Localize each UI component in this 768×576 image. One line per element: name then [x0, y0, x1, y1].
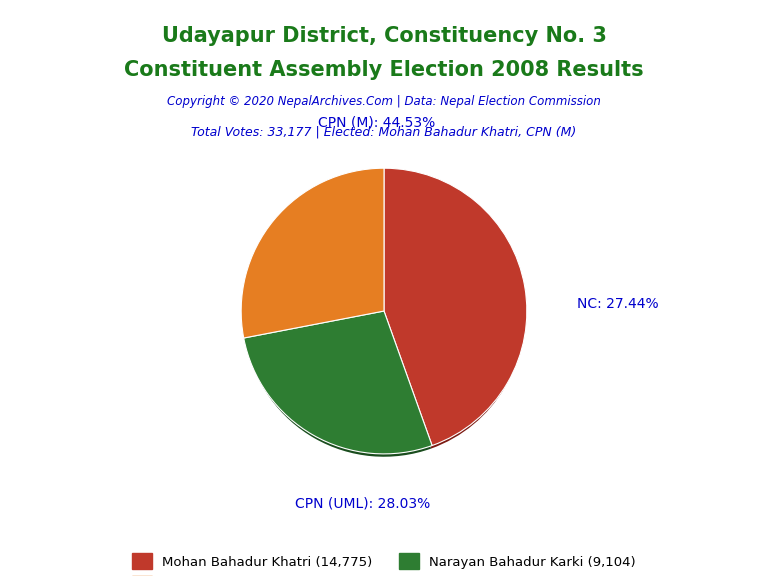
Text: Copyright © 2020 NepalArchives.Com | Data: Nepal Election Commission: Copyright © 2020 NepalArchives.Com | Dat… — [167, 95, 601, 108]
Text: CPN (UML): 28.03%: CPN (UML): 28.03% — [295, 497, 430, 511]
Wedge shape — [247, 317, 431, 457]
Text: Constituent Assembly Election 2008 Results: Constituent Assembly Election 2008 Resul… — [124, 60, 644, 81]
Text: NC: 27.44%: NC: 27.44% — [577, 297, 658, 311]
Wedge shape — [384, 168, 527, 446]
Wedge shape — [241, 168, 384, 338]
Legend: Mohan Bahadur Khatri (14,775), Shambhu Thapa (9,298), Narayan Bahadur Karki (9,1: Mohan Bahadur Khatri (14,775), Shambhu T… — [127, 548, 641, 576]
Wedge shape — [243, 311, 432, 454]
Text: CPN (M): 44.53%: CPN (M): 44.53% — [318, 115, 435, 130]
Text: Udayapur District, Constituency No. 3: Udayapur District, Constituency No. 3 — [161, 26, 607, 46]
Wedge shape — [384, 177, 524, 449]
Text: Total Votes: 33,177 | Elected: Mohan Bahadur Khatri, CPN (M): Total Votes: 33,177 | Elected: Mohan Bah… — [191, 126, 577, 139]
Wedge shape — [244, 177, 384, 343]
